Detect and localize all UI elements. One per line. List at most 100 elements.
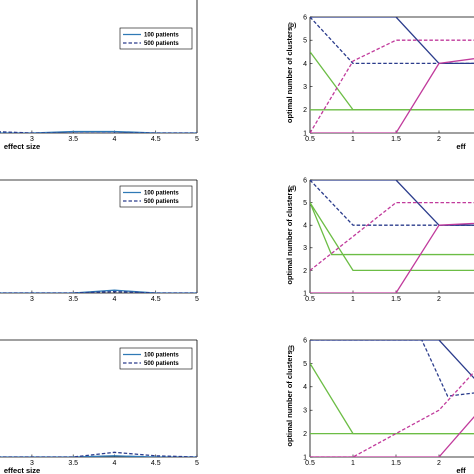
x-tick-label: 4.5 (151, 296, 161, 303)
x-tick-label: 3 (30, 136, 34, 143)
legend-entry-label: 500 patients (144, 361, 179, 367)
y-tick-label: 3 (303, 245, 307, 252)
x-tick-label: 3.5 (68, 460, 78, 467)
x-tick-label: 4.5 (151, 136, 161, 143)
axes-frame (309, 16, 474, 134)
y-tick-label: 3 (303, 84, 307, 91)
series-line-0 (0, 455, 197, 457)
y-tick-label: 6 (303, 177, 307, 184)
series-line-1 (310, 17, 474, 65)
x-tick-label: 0.5 (305, 460, 315, 467)
y-tick-label: 4 (303, 384, 307, 391)
panel-tag: (d) (288, 185, 296, 192)
x-tick-label: 3 (30, 296, 34, 303)
x-axis-label: eff (456, 142, 466, 151)
x-tick-label: 5 (195, 296, 199, 303)
series-group (310, 180, 474, 293)
x-tick-label: 2 (437, 460, 441, 467)
panel-tag: (b) (288, 22, 296, 29)
x-tick-label: 4.5 (151, 460, 161, 467)
x-tick-label: 4 (113, 460, 117, 467)
panel-tag: (f) (288, 345, 295, 352)
y-tick-label: 4 (303, 223, 307, 230)
y-tick-label: 4 (303, 61, 307, 68)
panel-left-bottom: 3 3.5 4 4.5 5 effect size 100 patients 500 pati… (0, 339, 199, 474)
y-axis-label: optimal number of clusters (285, 188, 294, 284)
series-line-1 (310, 180, 474, 226)
axes-frame (0, 0, 198, 134)
legend-entry-label: 100 patients (144, 33, 179, 39)
legend-entry-label: 500 patients (144, 41, 179, 47)
x-tick-label: 5 (195, 136, 199, 143)
x-axis-label: effect size (4, 466, 40, 474)
legend: 100 patients 500 patients (119, 185, 193, 208)
x-tick-label: 1 (351, 296, 355, 303)
series-line-0 (0, 130, 197, 133)
series-line-0 (310, 180, 474, 226)
panel-left-middle: 3 3.5 4 4.5 5 100 patients 500 patients (0, 179, 199, 303)
legend-entry-label: 500 patients (144, 199, 179, 205)
x-tick-label: 1 (351, 136, 355, 143)
y-tick-label: 3 (303, 408, 307, 415)
series-line-0 (0, 289, 197, 293)
y-tick-label: 1 (303, 130, 307, 137)
series-line-3 (310, 202, 474, 256)
series-line-1 (0, 290, 197, 293)
series-line-5 (310, 58, 474, 133)
y-tick-label: 1 (303, 454, 307, 461)
panel-left-top: 3 3.5 4 4.5 5 effect size 100 patients 500 pati… (0, 0, 199, 151)
x-tick-label: 0.5 (305, 296, 315, 303)
x-tick-label: 5 (195, 460, 199, 467)
x-tick-label: 4 (113, 296, 117, 303)
x-axis-label: effect size (4, 142, 40, 151)
series-group (0, 130, 197, 133)
series-line-2 (310, 202, 474, 272)
y-tick-label: 6 (303, 14, 307, 21)
series-line-4 (310, 371, 474, 457)
x-tick-label: 1.5 (391, 460, 401, 467)
y-tick-label: 5 (303, 38, 307, 45)
series-line-0 (310, 340, 474, 380)
x-tick-label: 4 (113, 136, 117, 143)
series-line-0 (310, 17, 474, 65)
y-tick-label: 2 (303, 107, 307, 114)
x-tick-label: 3 (30, 460, 34, 467)
legend-entry-label: 100 patients (144, 191, 179, 197)
series-line-1 (310, 340, 474, 397)
x-tick-label: 3.5 (68, 296, 78, 303)
y-tick-label: 6 (303, 337, 307, 344)
y-axis-label: optimal number of clusters (285, 350, 294, 446)
x-tick-label: 1 (351, 460, 355, 467)
series-group (0, 289, 197, 293)
x-tick-label: 2 (437, 136, 441, 143)
y-tick-label: 5 (303, 200, 307, 207)
x-axis-label: eff (456, 466, 466, 474)
legend: 100 patients 500 patients (119, 27, 193, 50)
y-tick-label: 2 (303, 268, 307, 275)
series-group (310, 340, 474, 457)
series-line-2 (310, 51, 474, 111)
y-axis-label: optimal number of clusters (285, 27, 294, 123)
x-tick-label: 1.5 (391, 136, 401, 143)
x-tick-label: 2 (437, 296, 441, 303)
axes-frame (309, 179, 474, 294)
series-line-1 (0, 451, 197, 457)
legend: 100 patients 500 patients (119, 347, 193, 370)
series-line-5 (310, 416, 474, 457)
series-line-5 (310, 222, 474, 293)
legend-entry-label: 100 patients (144, 353, 179, 359)
x-tick-label: 0.5 (305, 136, 315, 143)
series-line-4 (310, 39, 474, 133)
y-tick-label: 2 (303, 431, 307, 438)
x-tick-label: 1.5 (391, 296, 401, 303)
series-group (0, 451, 197, 457)
y-tick-label: 1 (303, 290, 307, 297)
x-tick-label: 3.5 (68, 136, 78, 143)
series-group (310, 17, 474, 133)
y-tick-label: 5 (303, 361, 307, 368)
series-line-4 (310, 201, 474, 271)
